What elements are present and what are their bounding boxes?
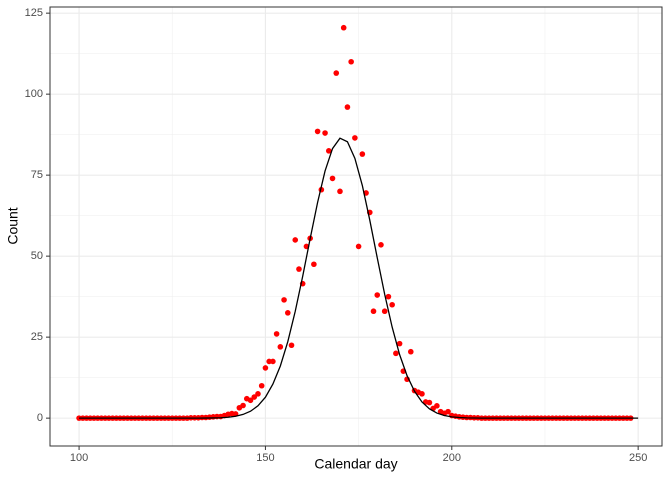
point <box>284 310 291 316</box>
point <box>311 261 317 268</box>
point <box>277 344 284 350</box>
point <box>370 308 377 315</box>
panel-border <box>49 6 663 447</box>
x-tick-label: 100 <box>70 452 88 464</box>
x-tick-label: 250 <box>629 452 647 464</box>
point <box>389 301 395 308</box>
x-axis-title: Calendar day <box>314 456 397 472</box>
point <box>393 350 399 357</box>
point <box>378 242 384 248</box>
point <box>434 403 440 409</box>
x-tick-label: 200 <box>443 452 461 464</box>
y-tick-label: 75 <box>31 169 43 181</box>
point <box>281 297 287 303</box>
point <box>419 391 425 397</box>
y-tick-label: 100 <box>25 88 43 100</box>
point <box>270 358 276 365</box>
point <box>262 365 269 371</box>
point <box>352 135 358 141</box>
line <box>79 137 639 419</box>
point <box>322 130 328 136</box>
point <box>426 399 433 406</box>
y-tick-label: 0 <box>37 412 43 424</box>
point <box>445 408 451 415</box>
point <box>247 397 254 404</box>
point <box>344 104 351 110</box>
y-axis-title: Count <box>5 207 21 244</box>
point <box>355 243 362 250</box>
point <box>258 382 265 389</box>
point <box>385 293 392 300</box>
point <box>396 340 403 347</box>
point <box>333 70 340 76</box>
point <box>325 148 332 154</box>
point <box>296 266 302 272</box>
point <box>407 348 414 355</box>
point <box>255 391 261 397</box>
point <box>348 58 354 65</box>
point <box>337 188 343 195</box>
point <box>329 175 336 182</box>
point <box>340 24 347 31</box>
point <box>273 331 280 337</box>
point <box>359 151 366 157</box>
point <box>374 292 381 298</box>
y-tick-label: 125 <box>25 7 43 19</box>
point <box>314 128 321 135</box>
point <box>288 342 295 349</box>
y-tick-label: 50 <box>31 250 43 262</box>
point <box>240 402 246 409</box>
y-tick-label: 25 <box>31 331 43 343</box>
x-tick-label: 150 <box>256 452 274 464</box>
point <box>251 394 258 400</box>
point <box>381 308 388 315</box>
point <box>292 237 299 243</box>
